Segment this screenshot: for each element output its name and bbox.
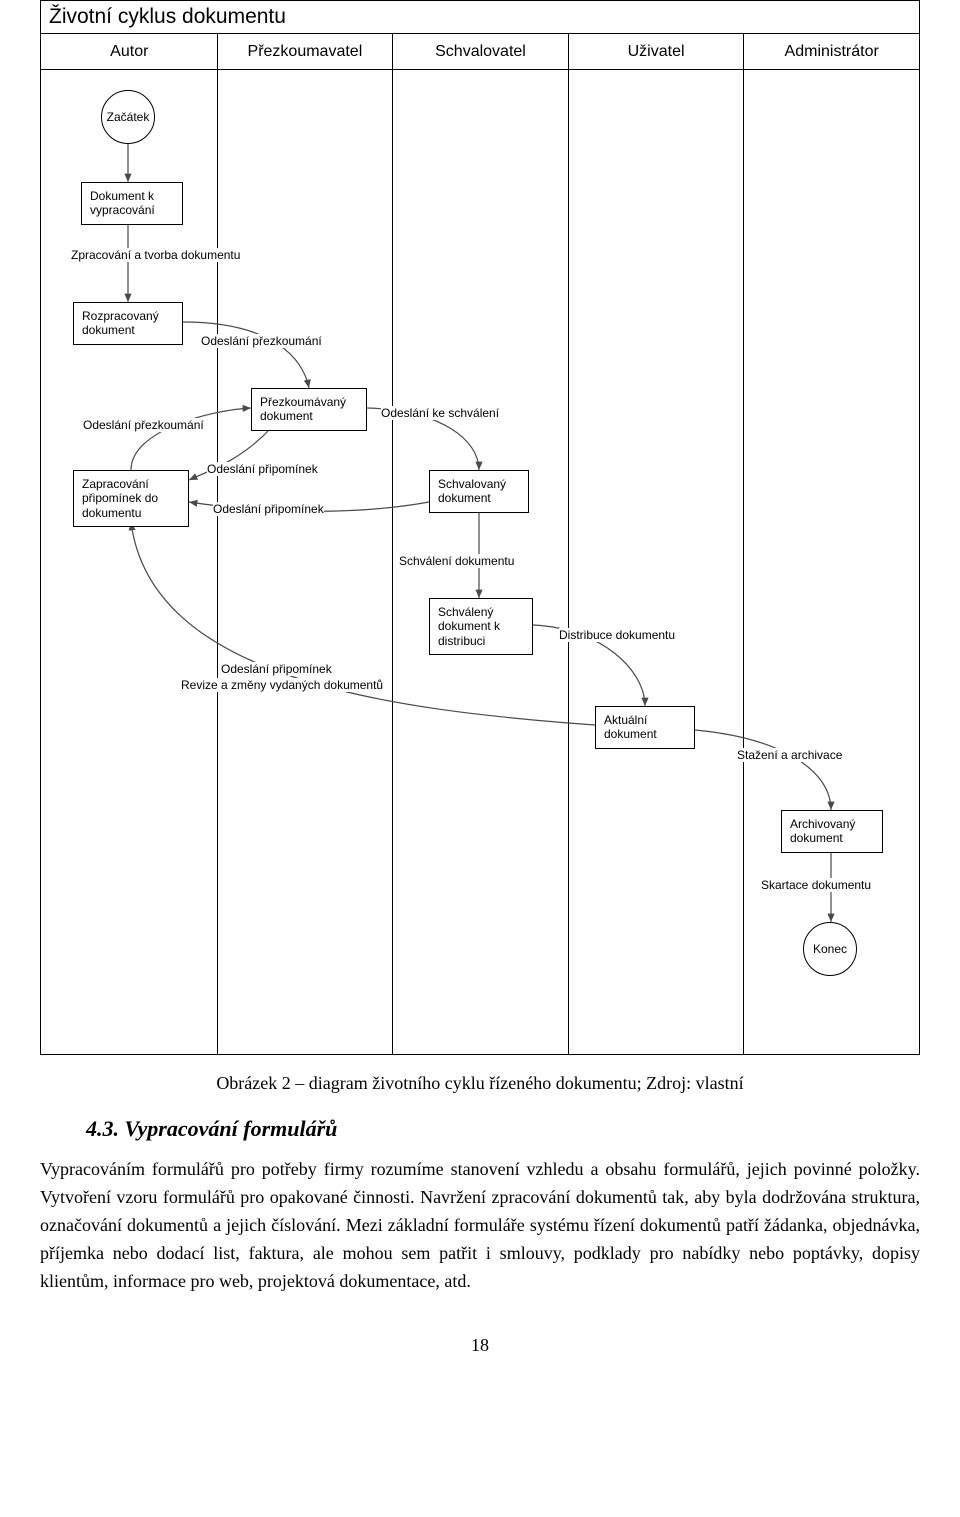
edge-label: Odeslání přezkoumání <box>201 334 322 348</box>
document-page: Životní cyklus dokumentu Autor Přezkouma… <box>0 0 960 1396</box>
edge-label: Odeslání připomínek <box>207 462 318 476</box>
edge-label: Distribuce dokumentu <box>559 628 675 642</box>
lane-divider <box>217 70 218 1054</box>
lane-header: Autor <box>41 34 217 69</box>
process-node: Přezkoumávaný dokument <box>251 388 367 431</box>
edge-label: Odeslání připomínek <box>221 662 332 676</box>
edge-label: Schválení dokumentu <box>399 554 514 568</box>
process-node: Dokument k vypracování <box>81 182 183 225</box>
process-node: Schvalovaný dokument <box>429 470 529 513</box>
swimlane-diagram: Životní cyklus dokumentu Autor Přezkouma… <box>40 0 920 1055</box>
edge-label: Revize a změny vydaných dokumentů <box>181 678 383 692</box>
lane-header: Schvalovatel <box>392 34 568 69</box>
process-node: Schválený dokument k distribuci <box>429 598 533 655</box>
lane-divider <box>392 70 393 1054</box>
process-node: Zapracování připomínek do dokumentu <box>73 470 189 527</box>
section-heading: 4.3. Vypracování formulářů <box>86 1116 920 1142</box>
process-node: Aktuální dokument <box>595 706 695 749</box>
edge-label: Odeslání přezkoumání <box>83 418 204 432</box>
edge-label: Skartace dokumentu <box>761 878 871 892</box>
process-node: Archivovaný dokument <box>781 810 883 853</box>
terminal-node: Konec <box>803 922 857 976</box>
diagram-body: Autor Přezkoumavatel Schvalovatel Uživat… <box>41 34 919 1054</box>
edge-label: Zpracování a tvorba dokumentu <box>71 248 240 262</box>
flow-edge <box>695 730 831 810</box>
swimlane-header-row: Autor Přezkoumavatel Schvalovatel Uživat… <box>41 34 919 70</box>
process-node: Rozpracovaný dokument <box>73 302 183 345</box>
lane-header: Přezkoumavatel <box>217 34 393 69</box>
page-number: 18 <box>40 1335 920 1356</box>
lane-divider <box>743 70 744 1054</box>
terminal-node: Začátek <box>101 90 155 144</box>
edge-label: Stažení a archivace <box>737 748 842 762</box>
section-number: 4.3. <box>86 1116 119 1141</box>
lane-header: Administrátor <box>743 34 919 69</box>
flow-edge <box>183 322 309 388</box>
figure-caption: Obrázek 2 – diagram životního cyklu říze… <box>40 1073 920 1094</box>
lane-header: Uživatel <box>568 34 744 69</box>
edge-label: Odeslání ke schválení <box>381 406 499 420</box>
body-paragraph: Vypracováním formulářů pro potřeby firmy… <box>40 1156 920 1295</box>
edge-label: Odeslání připomínek <box>213 502 324 516</box>
swimlane-canvas: Začátek Dokument k vypracování Rozpracovan… <box>41 70 919 1054</box>
diagram-title: Životní cyklus dokumentu <box>41 1 919 34</box>
lane-divider <box>568 70 569 1054</box>
section-title: Vypracování formulářů <box>125 1116 338 1141</box>
